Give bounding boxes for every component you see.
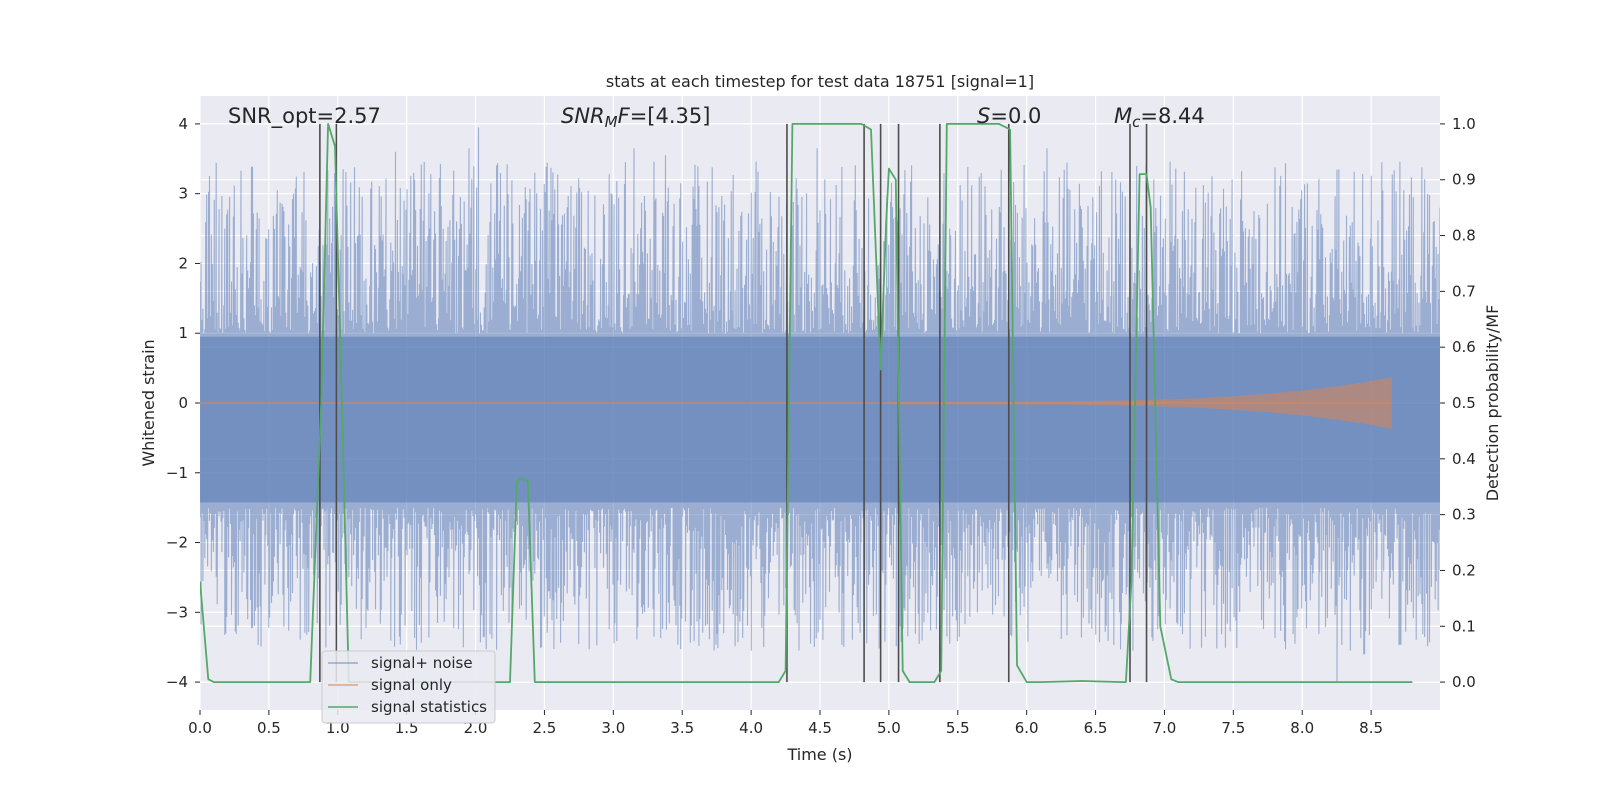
legend-label-noise: signal+ noise (371, 654, 473, 672)
ytick-left-label-7: −3 (166, 603, 188, 621)
ytick-left-label-4: 0 (178, 394, 188, 412)
ytick-left-label-0: 4 (178, 115, 188, 133)
legend-label-stats: signal statistics (371, 698, 487, 716)
ytick-left-label-6: −2 (166, 534, 188, 552)
xtick-label-5: 2.5 (533, 719, 557, 737)
xtick-label-15: 7.5 (1221, 719, 1245, 737)
series-signal-noise (200, 127, 1440, 683)
ytick-left-label-8: −4 (166, 673, 188, 691)
annotation-s-main: S (977, 104, 990, 128)
annotation-snr-mf-main: SNR (561, 104, 605, 128)
xtick-label-6: 3.0 (601, 719, 625, 737)
ytick-right-label-10: 0.0 (1452, 673, 1476, 691)
annotation-mc: Mc=8.44 (1114, 104, 1205, 131)
annotation-s: S=0.0 (977, 104, 1041, 128)
legend: signal+ noise signal only signal statist… (321, 650, 496, 724)
annotation-s-value: =0.0 (990, 104, 1041, 128)
annotation-snr-mf-value: =[4.35] (630, 104, 711, 128)
ytick-right-label-3: 0.7 (1452, 282, 1476, 300)
ytick-right-label-5: 0.5 (1452, 394, 1476, 412)
xtick-label-14: 7.0 (1153, 719, 1177, 737)
ytick-right-label-9: 0.1 (1452, 617, 1476, 635)
ytick-left-label-5: −1 (166, 464, 188, 482)
annotation-mc-main: M (1114, 104, 1132, 128)
chart-title: stats at each timestep for test data 187… (606, 72, 1034, 91)
stats-layer (200, 123, 1413, 683)
ytick-left-label-1: 3 (178, 185, 188, 203)
xtick-label-11: 5.5 (946, 719, 970, 737)
ytick-right-label-0: 1.0 (1452, 115, 1476, 133)
xtick-label-0: 0.0 (188, 719, 212, 737)
annotation-snr-mf-f: F (618, 104, 631, 128)
y-axis-label-left: Whitened strain (139, 339, 158, 466)
ytick-left-label-3: 1 (178, 324, 188, 342)
annotation-mc-value: =8.44 (1140, 104, 1204, 128)
ytick-right-label-4: 0.6 (1452, 338, 1476, 356)
noise-layer (200, 127, 1440, 683)
ticks-layer: 0.0 0.5 1.0 1.5 2.0 2.5 3.0 3.5 4.0 4.5 5.0 5.5 6.0 6… (166, 115, 1476, 737)
xtick-label-16: 8.0 (1290, 719, 1314, 737)
xtick-label-13: 6.5 (1084, 719, 1108, 737)
annotation-mc-sub: c (1132, 113, 1141, 131)
ytick-right-label-1: 0.9 (1452, 171, 1476, 189)
ytick-right-label-2: 0.8 (1452, 227, 1476, 245)
annotation-snr-mf-sub: M (605, 113, 618, 131)
ytick-right-label-7: 0.3 (1452, 506, 1476, 524)
x-axis-label: Time (s) (786, 745, 852, 764)
xtick-label-17: 8.5 (1359, 719, 1383, 737)
xtick-label-1: 0.5 (257, 719, 281, 737)
xtick-label-12: 6.0 (1015, 719, 1039, 737)
legend-label-signal: signal only (371, 676, 452, 694)
annotation-snr-opt: SNR_opt=2.57 (228, 104, 381, 129)
legend-box (321, 650, 496, 724)
ytick-left-label-2: 2 (178, 254, 188, 272)
xtick-label-7: 3.5 (670, 719, 694, 737)
xtick-label-10: 5.0 (877, 719, 901, 737)
annotation-snr-mf: SNRMF=[4.35] (561, 104, 710, 131)
y-axis-label-right: Detection probability/MF (1483, 305, 1502, 502)
ytick-right-label-6: 0.4 (1452, 450, 1476, 468)
ytick-right-label-8: 0.2 (1452, 561, 1476, 579)
series-signal-statistics (200, 123, 1413, 683)
signal-layer (200, 377, 1392, 429)
xtick-label-8: 4.0 (739, 719, 763, 737)
xtick-label-9: 4.5 (808, 719, 832, 737)
